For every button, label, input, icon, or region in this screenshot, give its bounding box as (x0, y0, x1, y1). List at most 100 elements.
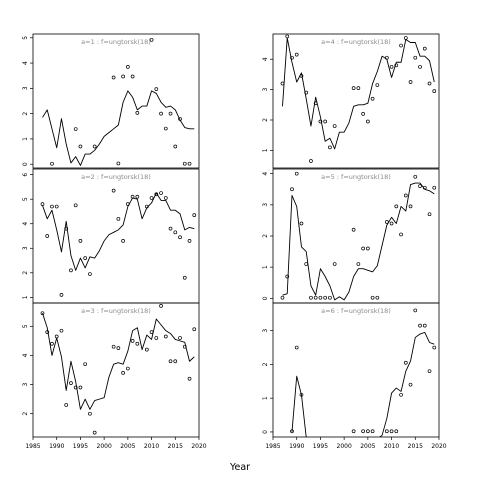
data-point (159, 304, 163, 308)
x-axis-label: Year (229, 462, 250, 473)
data-point (399, 392, 403, 397)
data-point (111, 344, 116, 349)
data-point (309, 295, 313, 300)
data-point (73, 127, 78, 131)
fitted-line (282, 37, 435, 150)
data-point (432, 345, 437, 350)
data-point (69, 268, 73, 273)
data-point (88, 411, 92, 416)
y-tick-label: 3 (22, 382, 29, 386)
data-point (299, 74, 304, 78)
data-point (78, 239, 83, 243)
data-point (370, 429, 375, 434)
data-point (182, 344, 187, 349)
data-point (427, 81, 432, 86)
data-point (83, 256, 88, 260)
data-point (413, 174, 418, 179)
data-point (73, 203, 78, 208)
data-point (403, 193, 408, 198)
data-point (149, 37, 154, 42)
y-tick-label: 2 (262, 234, 269, 238)
data-point (328, 295, 332, 300)
y-tick-label: 3 (22, 86, 29, 90)
data-point (130, 339, 135, 343)
data-point (394, 429, 399, 434)
data-point (399, 43, 403, 48)
data-point (280, 295, 285, 300)
y-tick-label: 4 (22, 222, 29, 226)
panel-4: a=5 : f=ungtorsk(18) 0 1 2 3 4 (262, 168, 440, 304)
plot-frame (32, 302, 200, 438)
data-point (299, 221, 304, 226)
data-point (294, 52, 299, 57)
panel-title: a=1 : f=ungtorsk(18) (81, 38, 151, 46)
panel-title: a=6 : f=ungtorsk(18) (321, 307, 391, 315)
data-point (403, 36, 408, 40)
plot-frame (272, 302, 440, 438)
data-point (130, 194, 135, 199)
data-point (332, 124, 337, 128)
fitted-line (282, 182, 435, 301)
data-point (182, 275, 187, 280)
panel-3: a=2 : f=ungtorsk(18) 1 2 3 4 5 6 (22, 168, 200, 304)
y-tick-label: 4 (262, 57, 269, 61)
data-point (384, 429, 389, 434)
data-point (149, 330, 154, 334)
data-point (328, 145, 332, 150)
data-point (163, 334, 168, 339)
data-point (389, 429, 394, 434)
data-point (159, 191, 163, 195)
data-point (59, 328, 64, 333)
panel-title: a=4 : f=ungtorsk(18) (321, 38, 391, 46)
y-tick-label: 1 (262, 148, 269, 152)
data-point (135, 111, 140, 115)
data-point (304, 262, 309, 266)
data-point (323, 295, 328, 300)
data-point (290, 187, 294, 192)
data-point (121, 239, 125, 243)
data-point (192, 327, 197, 332)
data-point (332, 262, 337, 266)
y-tick-label: 2 (262, 362, 269, 366)
data-point (427, 212, 432, 217)
data-point (135, 341, 140, 346)
data-point (361, 429, 365, 434)
data-point (135, 194, 140, 199)
data-point (69, 381, 73, 385)
y-tick-label: 0 (262, 296, 269, 300)
data-point (121, 371, 125, 375)
x-tick-label: 1990 (289, 443, 304, 450)
data-point (290, 55, 294, 60)
panel-1: a=1 : f=ungtorsk(18) 0 1 2 3 4 5 (22, 33, 200, 169)
data-point (92, 430, 97, 435)
data-point (394, 204, 399, 209)
data-point (54, 204, 59, 209)
data-point (313, 295, 318, 300)
data-point (403, 360, 408, 365)
data-point (375, 295, 380, 300)
data-point (418, 323, 422, 328)
data-point (111, 75, 116, 80)
data-point (121, 74, 125, 79)
data-point (313, 101, 318, 106)
data-point (422, 185, 427, 190)
y-tick-label: 3 (22, 246, 29, 250)
data-point (361, 112, 365, 116)
data-point (116, 216, 121, 221)
data-point (299, 392, 304, 397)
data-point (318, 119, 323, 124)
y-tick-label: 2 (22, 271, 29, 275)
data-point (173, 359, 178, 364)
data-point (318, 295, 323, 300)
data-point (78, 144, 83, 149)
data-point (290, 429, 294, 434)
data-point (182, 161, 187, 166)
data-point (361, 246, 365, 251)
data-point (408, 80, 413, 84)
panel-title: a=3 : f=ungtorsk(18) (81, 307, 151, 315)
data-point (389, 64, 394, 69)
data-point (294, 345, 299, 350)
data-point (73, 385, 78, 390)
x-tick-label: 1985 (25, 443, 40, 450)
data-point (50, 341, 54, 346)
